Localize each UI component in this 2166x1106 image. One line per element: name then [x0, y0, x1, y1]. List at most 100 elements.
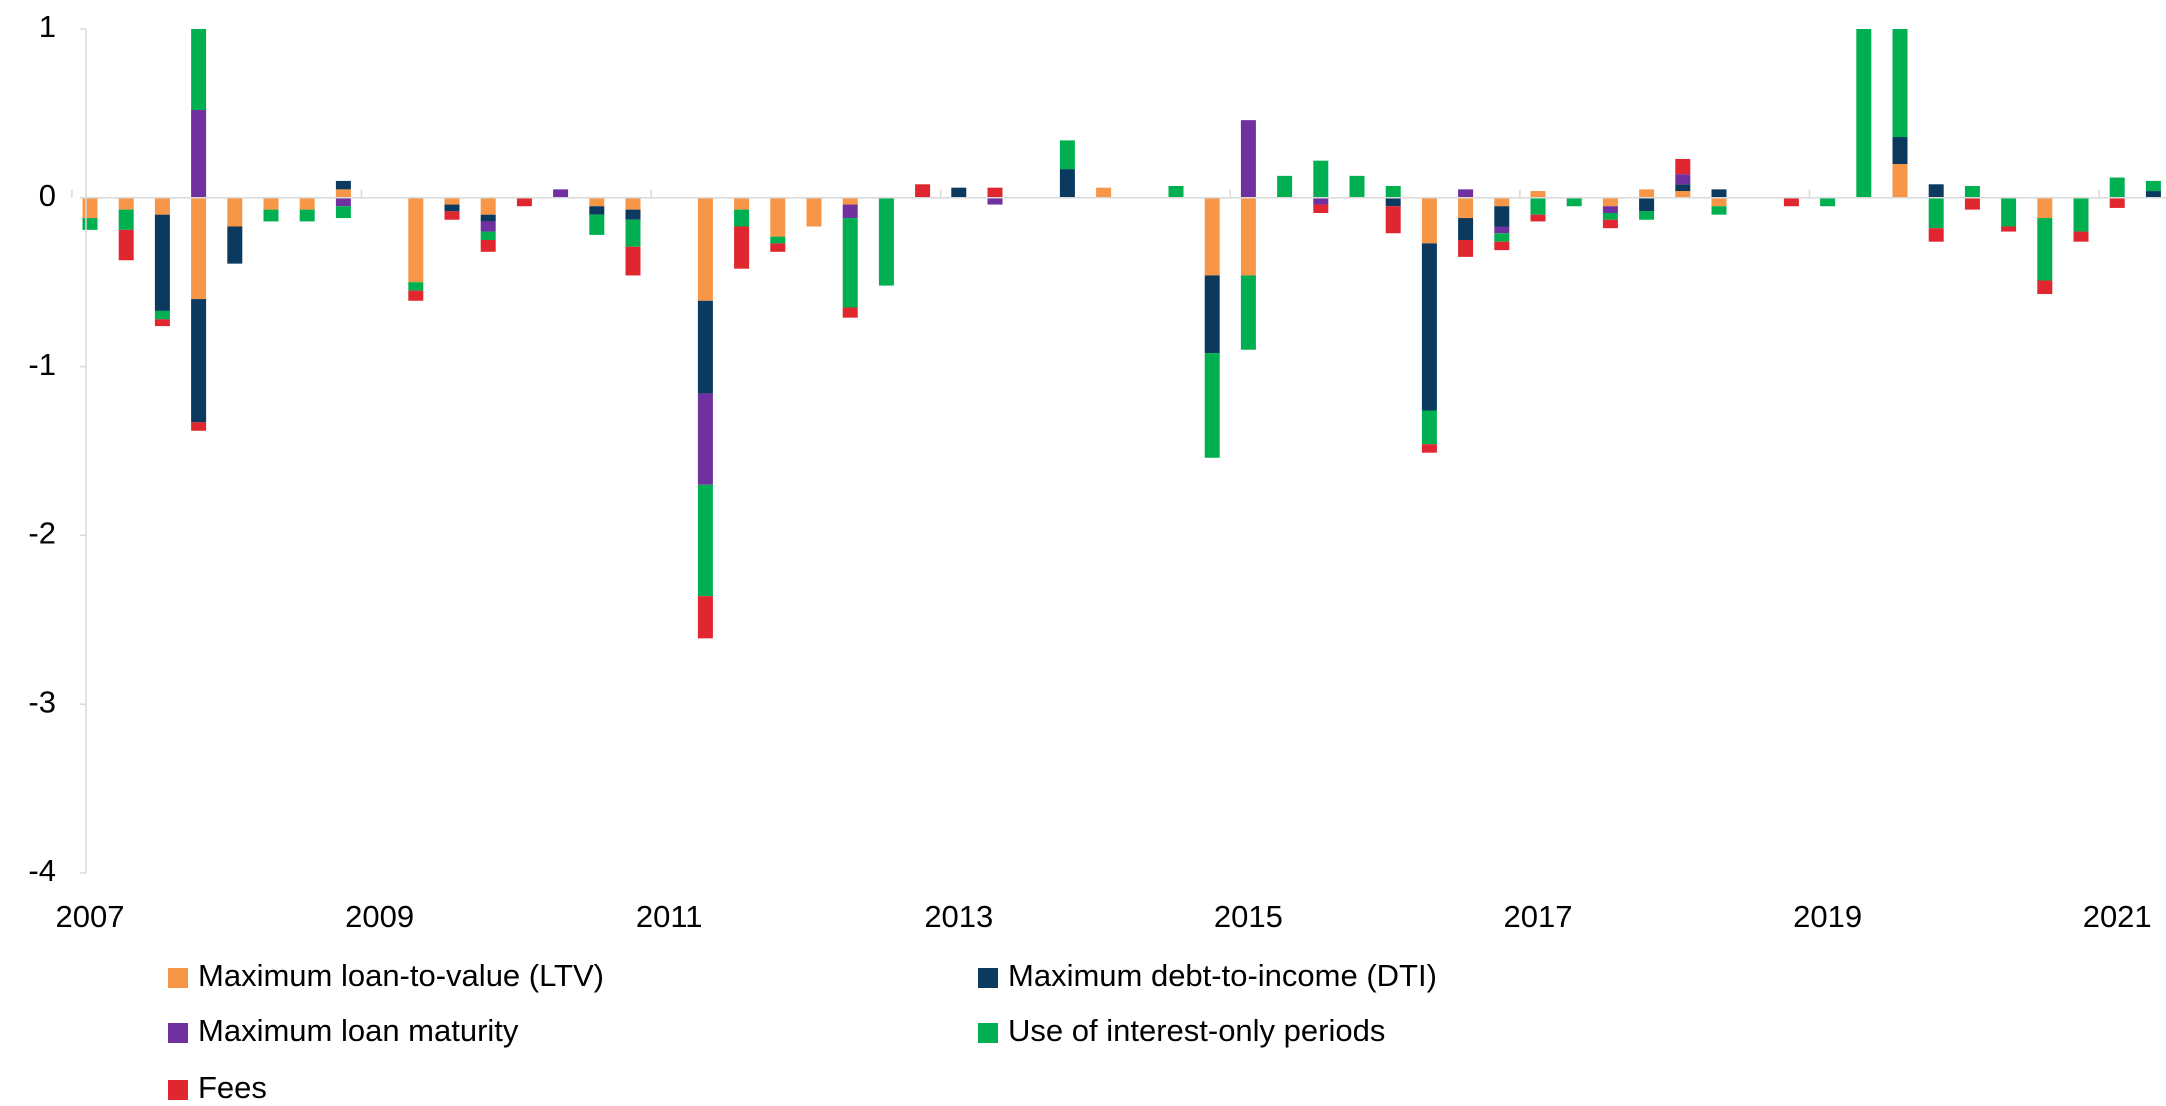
bar-segment [82, 197, 98, 219]
x-tick-label: 2013 [924, 899, 993, 934]
bar-segment [1530, 191, 1546, 198]
x-tick-label: 2017 [1504, 899, 1573, 934]
bar-segment [1385, 197, 1401, 207]
bar-segment [1928, 197, 1944, 229]
bar-segment [444, 211, 460, 220]
bar-segment [480, 221, 496, 232]
bar-segment [1964, 197, 1980, 210]
bar-segment [480, 231, 496, 240]
bar-segment [2001, 226, 2017, 232]
legend-label: Maximum loan maturity [198, 1013, 519, 1048]
legend-swatch [168, 968, 188, 988]
bar-segment [1240, 275, 1256, 350]
bar-segment [1421, 197, 1437, 244]
bar-segment [1240, 120, 1256, 198]
bar-segment [1675, 174, 1691, 185]
x-tick-label: 2021 [2083, 899, 2152, 934]
bar-segment [1277, 175, 1293, 198]
bar-segment [625, 209, 641, 220]
bar-segment [553, 189, 569, 198]
bar-segment [1494, 233, 1510, 242]
bar-segment [1421, 444, 1437, 453]
bar-segment [697, 197, 713, 301]
legend-swatch [978, 1023, 998, 1043]
bar-segment [625, 246, 641, 276]
bar-segment [1675, 184, 1691, 192]
bar-segment [1639, 197, 1655, 212]
bar-segment [1530, 197, 1546, 215]
bar-segment [1711, 206, 1727, 215]
bar-segment [2073, 197, 2089, 232]
bar-segment [1675, 158, 1691, 175]
bar-segment [2145, 191, 2161, 198]
bar-segment [118, 209, 134, 230]
bar-segment [2145, 180, 2161, 192]
bar-segment [1421, 410, 1437, 445]
x-tick-label: 2007 [56, 899, 125, 934]
legend-swatch [978, 968, 998, 988]
legend-swatch [168, 1023, 188, 1043]
bar-segment [770, 243, 786, 252]
bar-segment [1892, 164, 1908, 198]
bar-segment [1711, 189, 1727, 198]
legend-label: Maximum debt-to-income (DTI) [1008, 958, 1437, 993]
bar-segment [697, 393, 713, 485]
bar-segment [1675, 191, 1691, 198]
y-tick-label: 1 [39, 9, 56, 44]
bar-segment [154, 319, 170, 327]
bar-segment [408, 197, 424, 283]
bar-segment [2001, 197, 2017, 227]
bar-segment [697, 484, 713, 597]
bar-segment [1639, 189, 1655, 198]
bar-segment [697, 300, 713, 394]
bar-segment [408, 282, 424, 291]
bar-segment [191, 110, 207, 198]
bar-segment [1892, 29, 1908, 138]
bar-segment [1096, 187, 1112, 198]
bar-segment [734, 226, 750, 269]
legend-label: Use of interest-only periods [1008, 1013, 1385, 1048]
bar-segment [444, 197, 460, 205]
bar-segment [734, 209, 750, 227]
bar-segment [842, 307, 858, 318]
y-tick-label: -3 [28, 684, 56, 719]
bar-segment [335, 197, 351, 207]
bar-segment [1421, 243, 1437, 411]
bar-segment [1059, 169, 1075, 198]
bar-segment [1494, 206, 1510, 227]
bar-segment [2037, 280, 2053, 295]
legend-label: Maximum loan-to-value (LTV) [198, 958, 604, 993]
bar-segment [263, 197, 279, 210]
bar-segment [1204, 353, 1220, 458]
bar-segment [335, 206, 351, 219]
bar-segment [2037, 197, 2053, 219]
bar-segment [987, 197, 1003, 205]
bar-segment [227, 197, 243, 227]
bar-segment [697, 596, 713, 639]
bar-segment [1820, 197, 1836, 207]
bar-segment [1168, 185, 1184, 198]
bar-segment [1059, 140, 1075, 170]
x-tick-label: 2019 [1793, 899, 1862, 934]
bar-segment [1602, 219, 1618, 229]
legend-swatch [168, 1080, 188, 1100]
bar-segment [951, 187, 967, 198]
bar-segment [589, 206, 605, 215]
bar-segment [1783, 197, 1799, 207]
bar-segment [227, 226, 243, 264]
bar-segment [1856, 29, 1872, 198]
bar-segment [625, 197, 641, 210]
bar-segment [1313, 204, 1329, 213]
bar-segment [335, 180, 351, 190]
bar-segment [263, 209, 279, 222]
bars [82, 29, 2161, 639]
bar-segment [842, 218, 858, 308]
bar-segment [335, 189, 351, 198]
bar-segment [299, 209, 315, 222]
bar-segment [191, 299, 207, 423]
bar-segment [1385, 185, 1401, 198]
bar-segment [191, 422, 207, 431]
bar-segment [770, 197, 786, 237]
bar-segment [1892, 137, 1908, 165]
